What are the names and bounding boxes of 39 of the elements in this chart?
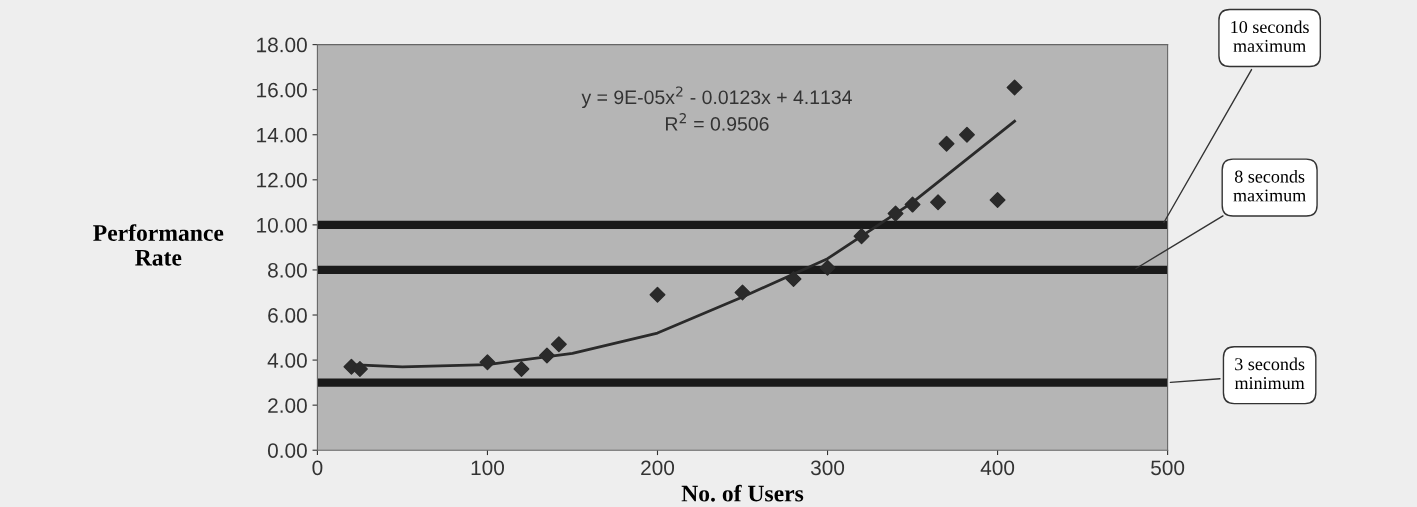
ref-line-label: 8 seconds maximum [1233, 169, 1306, 202]
point [785, 270, 802, 287]
ref-line-label: 3 seconds minimum [1234, 357, 1305, 390]
point [958, 126, 975, 143]
x-tick-label: 500 [1151, 460, 1185, 476]
x-tick-label: 0 [312, 460, 323, 476]
y-tick-label: 18.00 [257, 37, 307, 53]
annotation: R$^{2}$ = 0.9506 [666, 113, 769, 131]
ref-line-label: 10 seconds maximum [1231, 20, 1309, 52]
y-tick-label: 8.00 [268, 262, 307, 278]
point [1006, 79, 1023, 96]
point [989, 192, 1006, 209]
x-tick-label: 200 [641, 460, 675, 476]
y-tick-label: 6.00 [268, 308, 307, 323]
point [513, 361, 530, 378]
point [734, 284, 751, 301]
point [538, 347, 555, 364]
y-tick-label: 16.00 [257, 82, 307, 98]
point [853, 228, 870, 245]
y-tick-label: 4.00 [267, 353, 307, 368]
y-tick-label: 2.00 [268, 398, 307, 413]
point [887, 205, 904, 222]
x-tick-label: 300 [810, 460, 845, 476]
point [938, 135, 955, 152]
annotation: y = 9E-05x$^{2}$ - 0.0123x + 4.1134 [581, 86, 852, 109]
y-tick-label: 0.00 [267, 443, 307, 458]
point [479, 354, 496, 371]
point [904, 196, 921, 213]
point [930, 194, 947, 211]
y-axis-title: Performance Rate [93, 224, 224, 266]
point [649, 286, 666, 303]
point [550, 336, 567, 353]
point [819, 259, 836, 276]
y-tick-label: 10.00 [257, 217, 307, 233]
y-tick-label: 14.00 [257, 127, 307, 143]
x-tick-label: 100 [471, 460, 505, 476]
x-axis-title: No. of Users [681, 484, 804, 502]
y-tick-label: 12.00 [257, 172, 307, 188]
x-tick-label: 400 [980, 460, 1015, 476]
